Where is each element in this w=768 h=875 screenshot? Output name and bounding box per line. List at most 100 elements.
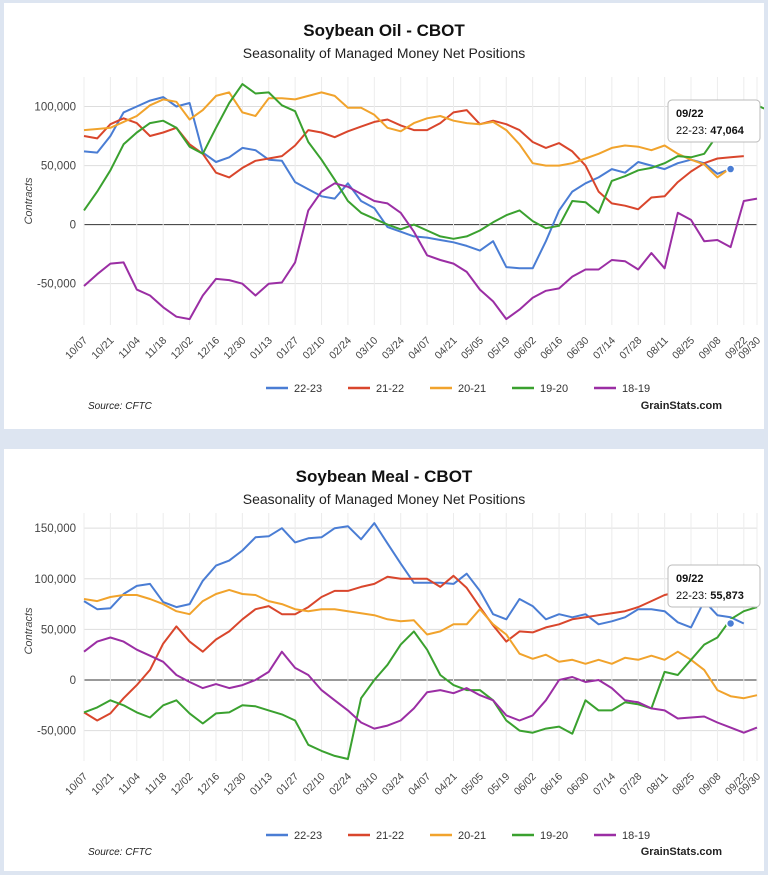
x-tick-label: 09/08 (696, 335, 723, 362)
x-tick-label: 12/30 (221, 335, 248, 362)
tooltip-date: 09/22 (676, 573, 704, 585)
x-tick-label: 11/04 (116, 335, 143, 362)
series-line-21-22 (83, 109, 744, 211)
x-tick-label: 07/28 (617, 771, 644, 798)
x-tick-label: 10/21 (89, 771, 116, 798)
tooltip: 09/22 22-23: 55,873 (667, 564, 761, 608)
source-label: Source: CFTC (88, 847, 153, 858)
x-tick-label: 07/14 (591, 771, 618, 798)
legend-label-21-22: 21-22 (376, 383, 404, 395)
series-line-20-21 (83, 588, 758, 700)
source-label: Source: CFTC (88, 401, 153, 412)
legend-label-22-23: 22-23 (294, 383, 322, 395)
tooltip-series-prefix: 22-23: (676, 590, 710, 602)
x-tick-label: 03/10 (353, 771, 380, 798)
x-tick-label: 12/30 (221, 771, 248, 798)
series-line-20-21 (83, 91, 732, 179)
y-tick-label: 100,000 (34, 102, 76, 114)
series-line-22-23 (83, 96, 731, 270)
x-tick-label: 01/13 (248, 335, 275, 362)
x-tick-label: 06/16 (538, 771, 565, 798)
x-tick-label: 03/24 (380, 771, 407, 798)
x-tick-labels: 10/07 10/21 11/04 11/18 12/02 12/16 12/30 01/13… (63, 335, 763, 362)
legend-label-19-20: 19-20 (540, 830, 568, 842)
y-axis-label: Contracts (23, 177, 35, 225)
x-tick-labels: 10/07 10/21 11/04 11/18 12/02 12/16 12/30 01/13… (63, 771, 763, 798)
x-tick-label: 06/30 (565, 335, 592, 362)
x-tick-label: 09/08 (696, 771, 723, 798)
soybean-oil-chart-panel: Soybean Oil - CBOT Seasonality of Manage… (4, 3, 764, 429)
x-tick-label: 08/25 (670, 771, 697, 798)
soybean-oil-chart: Soybean Oil - CBOT Seasonality of Manage… (23, 21, 764, 412)
x-tick-label: 07/14 (591, 335, 618, 362)
x-tick-label: 02/24 (327, 335, 354, 362)
brand-label: GrainStats.com (641, 400, 723, 412)
y-tick-labels: 150,000 100,000 50,000 0 -50,000 (34, 523, 76, 737)
x-tick-label: 04/21 (433, 335, 460, 362)
x-tick-label: 11/18 (143, 335, 170, 362)
x-tick-label: 01/27 (274, 771, 301, 798)
gridlines (83, 77, 758, 325)
tooltip-series-prefix: 22-23: (676, 125, 710, 137)
y-tick-label: 150,000 (34, 523, 76, 535)
x-tick-label: 01/27 (274, 335, 301, 362)
x-tick-label: 04/21 (433, 771, 460, 798)
x-tick-label: 10/21 (89, 335, 116, 362)
legend-label-18-19: 18-19 (622, 383, 650, 395)
y-tick-label: 0 (70, 220, 76, 232)
brand-label: GrainStats.com (641, 846, 723, 858)
tooltip-point (725, 618, 736, 629)
tooltip-value: 22-23: 55,873 (676, 590, 744, 602)
x-tick-label: 05/19 (485, 771, 512, 798)
series-lines (83, 522, 758, 760)
chart-title: Soybean Oil - CBOT (303, 21, 465, 40)
gridlines (83, 513, 758, 761)
x-tick-label: 05/19 (485, 335, 512, 362)
x-tick-label: 08/25 (670, 335, 697, 362)
tooltip-box (667, 99, 761, 143)
x-tick-label: 02/24 (327, 771, 354, 798)
legend-label-22-23: 22-23 (294, 830, 322, 842)
y-tick-label: 100,000 (34, 574, 76, 586)
tooltip-date: 09/22 (676, 108, 704, 120)
x-tick-label: 07/28 (617, 335, 644, 362)
x-tick-label: 06/02 (512, 771, 539, 798)
y-tick-label: -50,000 (37, 279, 76, 291)
x-tick-label: 03/10 (353, 335, 380, 362)
chart-subtitle: Seasonality of Managed Money Net Positio… (243, 491, 526, 507)
series-lines (83, 83, 764, 321)
tooltip-point (725, 164, 736, 174)
soybean-meal-chart-panel: Soybean Meal - CBOT Seasonality of Manag… (4, 449, 764, 871)
chart-subtitle: Seasonality of Managed Money Net Positio… (243, 45, 526, 61)
x-tick-label: 03/24 (380, 335, 407, 362)
y-tick-label: 50,000 (41, 624, 76, 636)
y-tick-labels: 100,000 50,000 0 -50,000 (34, 102, 76, 291)
x-tick-label: 05/05 (459, 771, 486, 798)
legend: 22-23 21-22 20-21 19-20 18-19 (266, 383, 650, 395)
x-tick-label: 12/16 (195, 771, 222, 798)
x-tick-label: 12/02 (169, 335, 196, 362)
y-axis-label: Contracts (23, 607, 35, 655)
legend-label-18-19: 18-19 (622, 830, 650, 842)
x-tick-label: 01/13 (248, 771, 275, 798)
legend-label-20-21: 20-21 (458, 830, 486, 842)
y-tick-label: 0 (70, 675, 76, 687)
x-tick-label: 12/16 (195, 335, 222, 362)
series-line-21-22 (83, 574, 758, 722)
x-tick-label: 08/11 (644, 335, 671, 362)
tooltip-box (667, 564, 761, 608)
series-line-18-19 (83, 636, 758, 734)
x-tick-label: 10/07 (63, 335, 90, 362)
tooltip-value-number: 55,873 (710, 590, 744, 602)
legend-label-21-22: 21-22 (376, 830, 404, 842)
tooltip-value: 22-23: 47,064 (676, 125, 745, 137)
x-tick-label: 12/02 (169, 771, 196, 798)
series-line-18-19 (83, 182, 758, 321)
legend-label-20-21: 20-21 (458, 383, 486, 395)
series-line-19-20 (83, 83, 764, 240)
x-tick-label: 10/07 (63, 771, 90, 798)
x-tick-label: 02/10 (301, 771, 328, 798)
series-line-22-23 (83, 522, 745, 629)
y-tick-label: 50,000 (41, 161, 76, 173)
x-tick-label: 11/04 (116, 771, 143, 798)
